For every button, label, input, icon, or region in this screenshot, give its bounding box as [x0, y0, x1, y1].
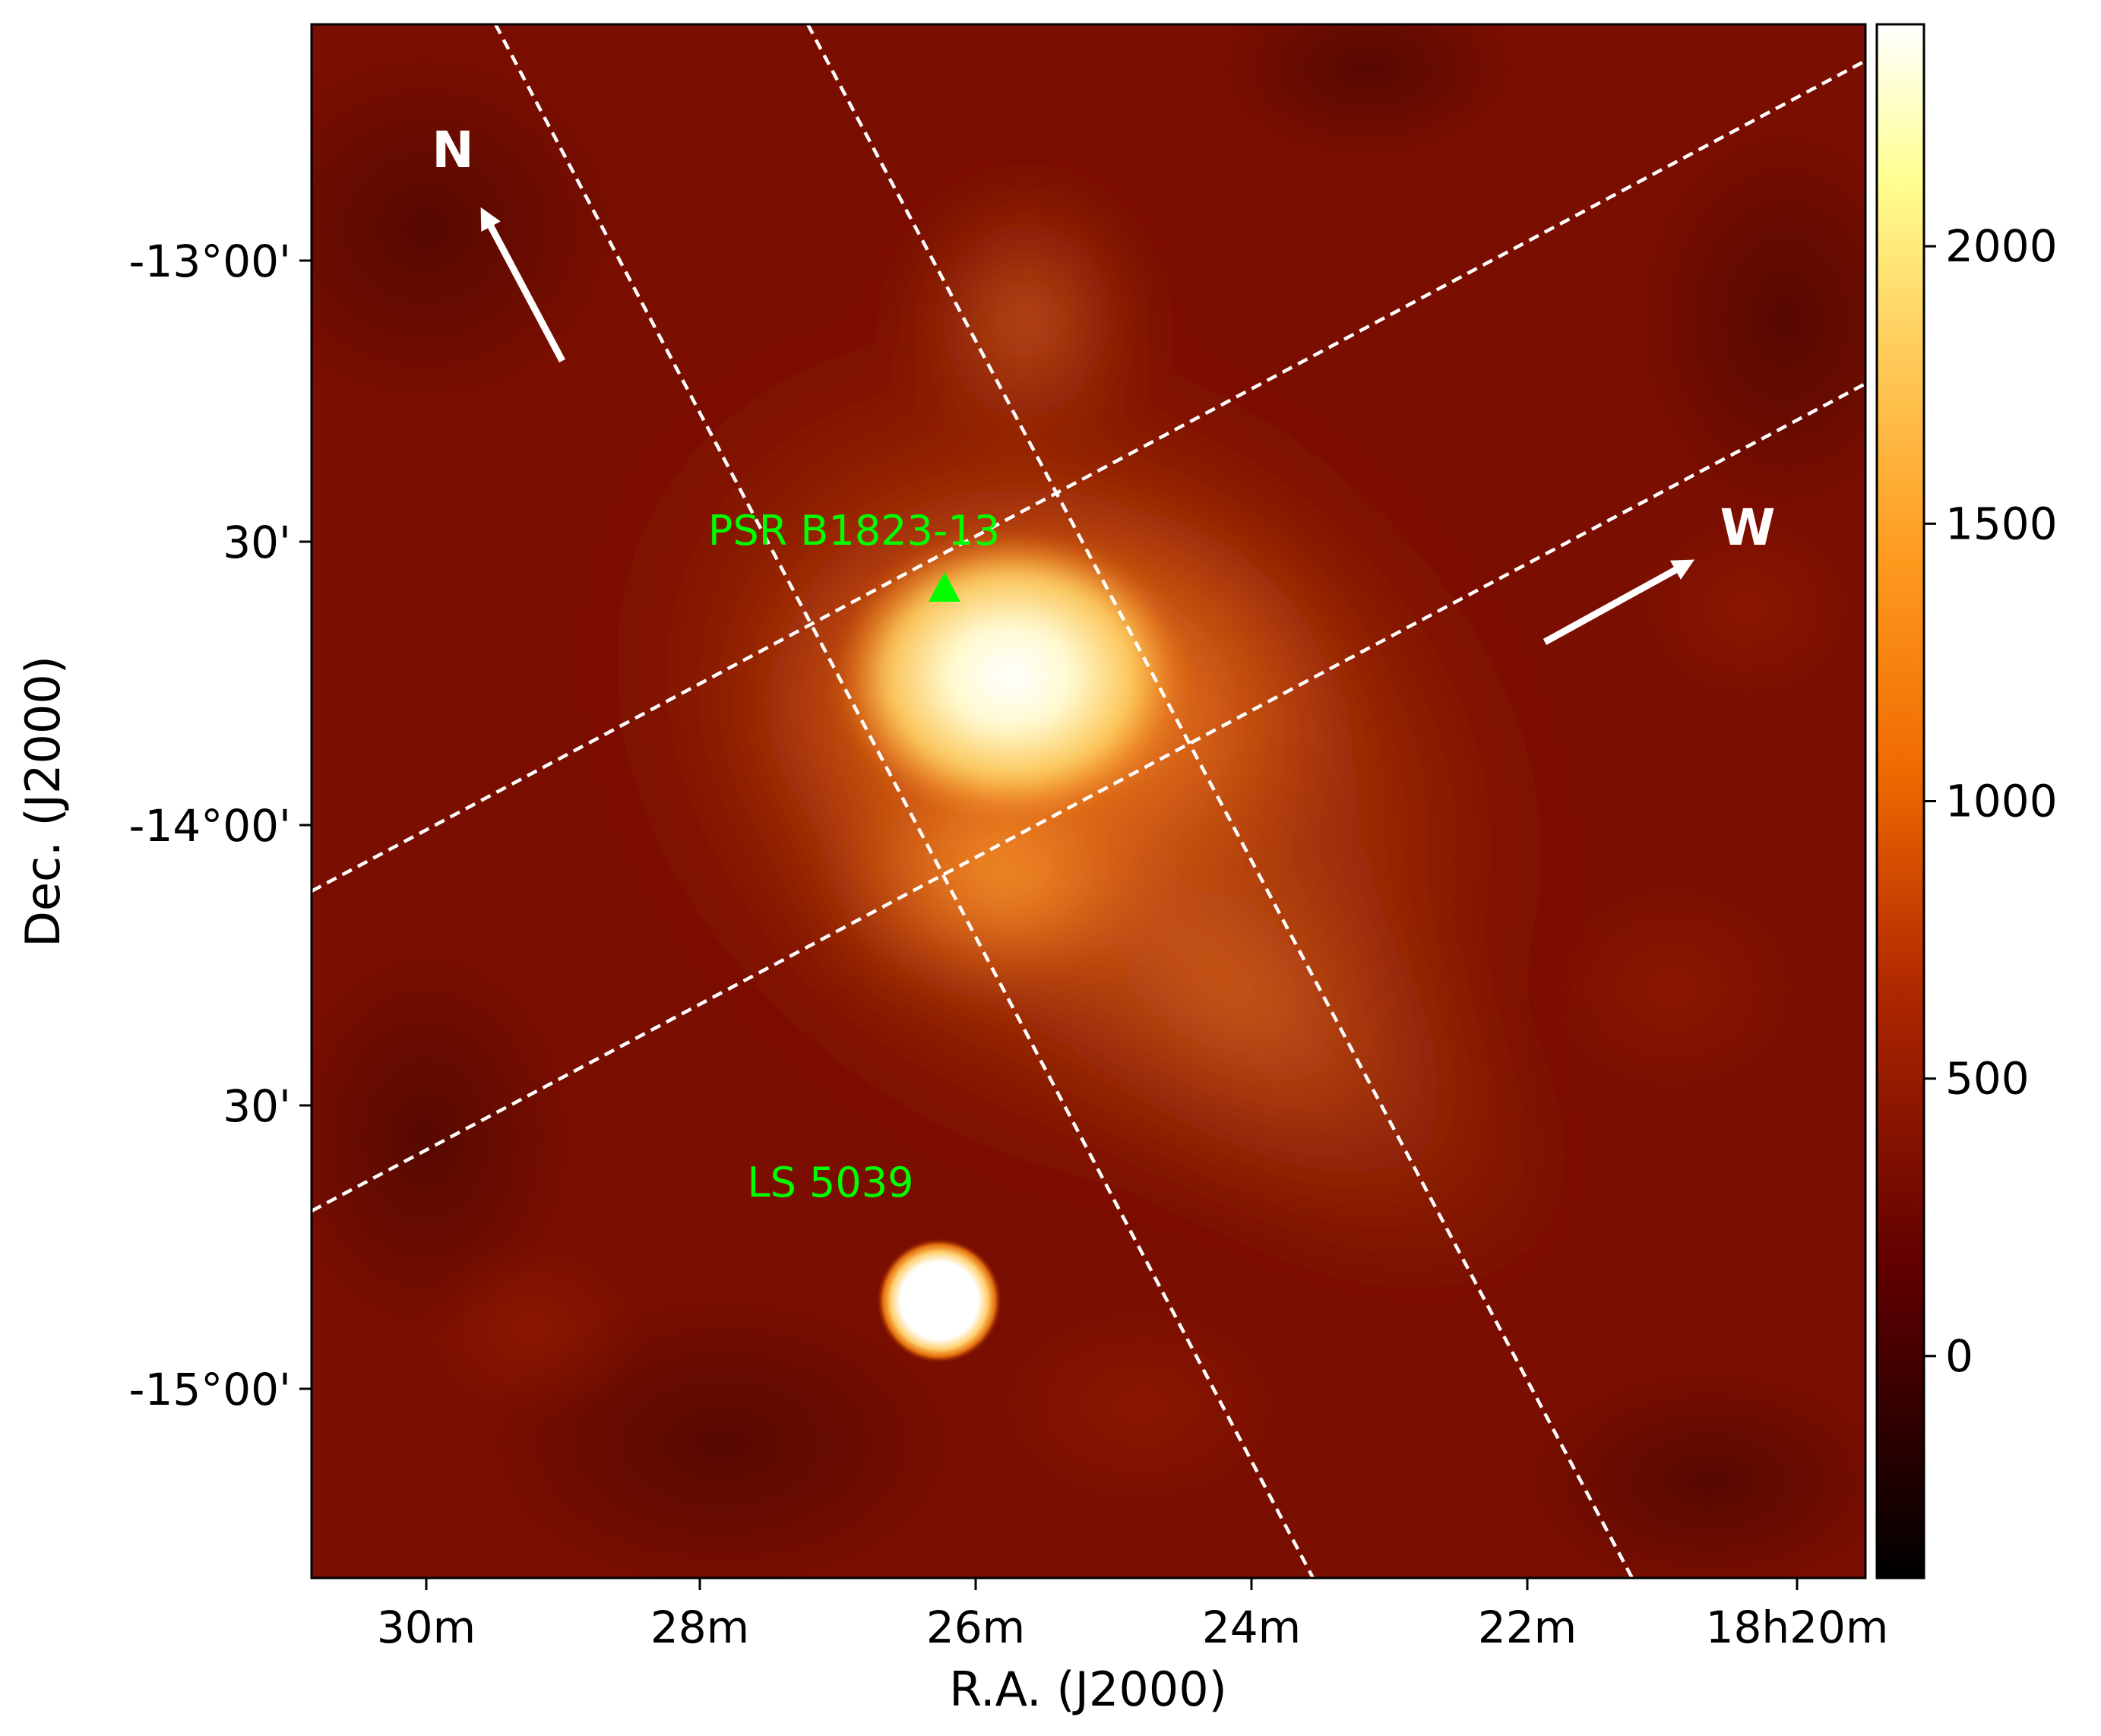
- y-tick-label: 30': [223, 517, 291, 568]
- region-box-outlines: [312, 24, 1865, 1578]
- colorbar-tick-label: 2000: [1945, 220, 2058, 272]
- region-line-4: [312, 382, 1865, 1213]
- x-tick-label: 26m: [926, 1602, 1025, 1653]
- north-label: N: [432, 121, 473, 179]
- colorbar-tick-label: 500: [1945, 1053, 2030, 1105]
- west-arrow-icon: [1543, 559, 1695, 645]
- map-image: [312, 24, 1865, 1578]
- colorbar: 2000 1500 1000 500 0: [1875, 23, 2058, 1579]
- source-label-psr: PSR B1823-13: [708, 507, 1000, 555]
- region-line-3: [312, 59, 1865, 893]
- region-line-1: [494, 24, 1315, 1578]
- north-arrow: N: [432, 121, 565, 363]
- x-tick-label: 30m: [377, 1602, 476, 1653]
- plot-frame: [310, 23, 1867, 1579]
- x-axis-ticks: [425, 1578, 1799, 1590]
- x-tick-label: 18h20m: [1706, 1602, 1889, 1653]
- colorbar-tick-label: 1500: [1945, 498, 2058, 549]
- colorbar-tick-label: 1000: [1945, 776, 2058, 827]
- x-tick-label: 22m: [1478, 1602, 1577, 1653]
- y-tick-label: -14°00': [129, 800, 291, 852]
- x-axis-label: R.A. (J2000): [949, 1662, 1227, 1717]
- psr-triangle-marker: [929, 572, 960, 602]
- y-tick-label: 30': [223, 1080, 291, 1132]
- y-axis-label: Dec. (J2000): [15, 656, 71, 947]
- north-arrow-icon: [480, 207, 565, 363]
- y-tick-label: -13°00': [129, 236, 291, 287]
- colorbar-ticks: 2000 1500 1000 500 0: [1924, 220, 2058, 1382]
- source-label-ls5039: LS 5039: [748, 1159, 914, 1206]
- colorbar-tick-label: 0: [1945, 1330, 1973, 1382]
- y-axis-ticks: [299, 259, 312, 1390]
- x-tick-labels: 30m 28m 26m 24m 22m 18h20m: [377, 1602, 1889, 1653]
- y-tick-label: -15°00': [129, 1364, 291, 1415]
- y-tick-labels: -13°00' 30' -14°00' 30' -15°00': [129, 236, 291, 1415]
- west-label: W: [1720, 498, 1776, 557]
- x-tick-label: 28m: [650, 1602, 749, 1653]
- x-tick-label: 24m: [1202, 1602, 1301, 1653]
- west-arrow: W: [1543, 498, 1776, 645]
- colorbar-gradient: [1875, 23, 1925, 1579]
- region-line-2: [806, 24, 1634, 1578]
